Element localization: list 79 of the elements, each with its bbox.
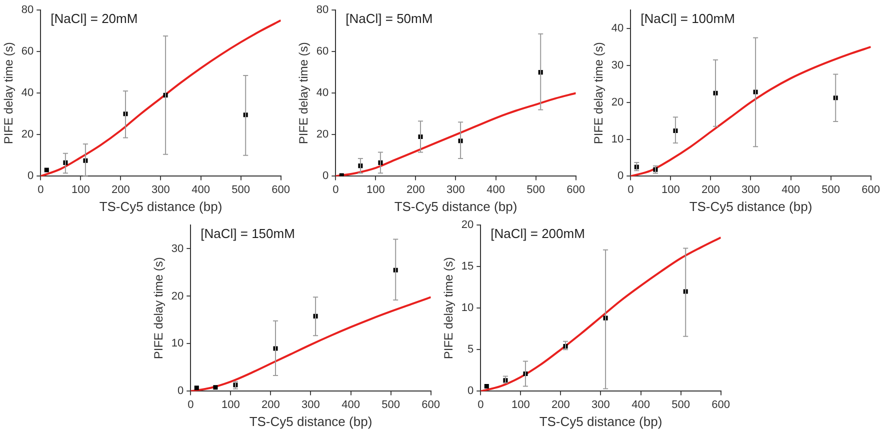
y-tick-label: 80 [316,4,329,16]
x-tick-label: 500 [232,184,250,196]
point [339,173,344,176]
y-tick-label: 20 [316,128,329,141]
x-tick-label: 100 [71,184,90,196]
y-tick-label: 0 [468,385,474,398]
x-tick-label: 300 [302,398,320,411]
x-tick-label: 100 [511,398,530,411]
x-tick-label: 200 [262,398,280,411]
x-axis-title: TS-Cy5 distance (bp) [99,198,222,214]
y-axis-title: PIFE delay time (s) [592,42,606,144]
x-tick-label: 600 [566,184,586,196]
x-tick-label: 500 [382,398,400,411]
y-tick-label: 40 [611,22,624,34]
annotation: [NaCl] = 150mM [200,226,295,242]
y-tick-label: 10 [611,133,624,146]
x-tick-label: 400 [342,398,360,411]
x-tick-label: 300 [592,398,610,411]
annotation: [NaCl] = 100mM [640,11,735,26]
x-tick-label: 600 [422,398,440,411]
x-tick-label: 0 [188,398,194,411]
y-tick-label: 0 [618,170,624,182]
y-tick-label: 80 [21,4,34,16]
y-tick-label: 20 [171,290,184,302]
y-axis-title: PIFE delay time (s) [152,257,166,360]
x-tick-label: 400 [486,184,505,196]
annotation: [NaCl] = 200mM [490,226,585,242]
y-tick-label: 5 [468,344,474,356]
x-tick-label: 600 [712,398,730,411]
point [213,385,218,390]
x-tick-label: 0 [38,184,44,196]
x-tick-label: 300 [742,184,760,196]
x-tick-label: 200 [702,184,720,196]
y-tick-label: 30 [611,59,624,72]
x-tick-label: 0 [628,184,634,196]
y-tick-label: 0 [28,170,34,182]
y-axis-title: PIFE delay time (s) [2,42,16,144]
x-axis-title: TS-Cy5 distance (bp) [394,198,518,214]
y-tick-label: 40 [316,87,329,100]
y-tick-label: 30 [171,242,184,255]
y-tick-label: 20 [611,96,624,108]
y-axis-title: PIFE delay time (s) [296,42,311,144]
x-tick-label: 500 [526,184,545,196]
y-tick-label: 0 [178,385,184,398]
x-tick-label: 600 [272,184,290,196]
annotation: [NaCl] = 50mM [346,11,433,26]
x-tick-label: 400 [632,398,650,411]
x-tick-label: 400 [192,184,210,196]
x-tick-label: 0 [478,398,484,411]
y-tick-label: 60 [21,46,34,58]
x-axis-title: TS-Cy5 distance (bp) [689,198,812,214]
y-tick-label: 60 [316,46,329,58]
y-tick-label: 10 [171,338,184,350]
point [44,168,49,172]
x-tick-label: 300 [446,184,465,196]
x-tick-label: 400 [782,184,800,196]
y-tick-label: 20 [21,128,34,141]
x-tick-label: 100 [221,398,240,411]
x-tick-label: 200 [552,398,570,411]
y-tick-label: 10 [461,302,474,314]
x-axis-title: TS-Cy5 distance (bp) [249,414,372,429]
y-tick-label: 20 [461,219,474,232]
x-tick-label: 0 [332,184,339,196]
x-tick-label: 600 [862,184,880,196]
x-axis-title: TS-Cy5 distance (bp) [539,414,662,429]
x-tick-label: 200 [406,184,425,196]
x-tick-label: 500 [672,398,690,411]
x-tick-label: 100 [661,184,680,196]
x-tick-label: 300 [152,184,170,196]
x-tick-label: 100 [366,184,385,196]
annotation: [NaCl] = 20mM [50,11,138,26]
y-tick-label: 40 [21,87,34,100]
point [194,386,199,390]
y-tick-label: 0 [322,170,329,182]
x-tick-label: 200 [112,184,130,196]
x-tick-label: 500 [822,184,840,196]
y-tick-label: 15 [461,260,474,273]
y-axis-title: PIFE delay time (s) [442,257,456,360]
point [484,384,489,388]
